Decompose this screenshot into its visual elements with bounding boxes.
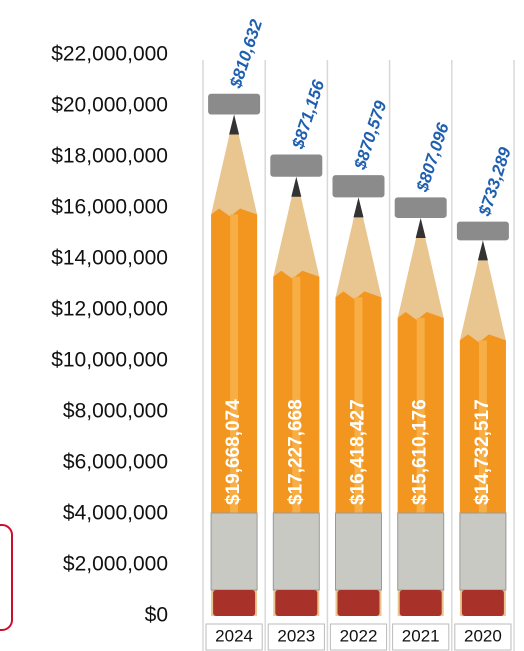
pencil-eraser	[213, 590, 256, 616]
value-label: $17,227,668	[285, 399, 306, 505]
y-tick-label: $8,000,000	[63, 400, 168, 423]
top-label: $807,096	[412, 120, 452, 195]
pencil-ferrule	[335, 512, 382, 591]
pencil-lead	[291, 176, 302, 197]
y-tick-label: $14,000,000	[51, 247, 168, 270]
year-box	[392, 623, 450, 651]
x-tick-label: 2020	[464, 626, 502, 645]
top-label: $733,289	[475, 144, 515, 219]
pencil-stripe	[354, 297, 363, 513]
pencil-lead	[353, 197, 364, 218]
value-label: $16,418,427	[348, 399, 369, 505]
pencil-eraser	[337, 590, 380, 616]
pencil-eraser	[399, 590, 442, 616]
y-tick-label: $0	[145, 604, 168, 627]
pencil-ferrule	[272, 512, 320, 591]
pencil-ferrule	[210, 512, 258, 591]
x-tick-label: 2024	[215, 626, 253, 645]
value-label: $19,668,074	[223, 399, 244, 505]
scribble	[456, 221, 509, 241]
top-label: $871,156	[288, 77, 328, 152]
pencil-ferrule	[459, 512, 507, 591]
pencil-lead	[477, 240, 488, 261]
y-tick-label: $20,000,000	[51, 94, 168, 117]
pencil-stripe	[230, 214, 239, 513]
value-label: $14,732,517	[472, 399, 493, 505]
y-tick-label: $22,000,000	[51, 43, 168, 66]
y-tick-label: $6,000,000	[63, 451, 168, 474]
pencil-stripe	[292, 276, 301, 513]
pencil-eraser	[461, 590, 504, 616]
year-box	[454, 623, 512, 651]
top-label: $810,632	[226, 17, 266, 92]
y-tick-label: $12,000,000	[51, 298, 168, 321]
pencil-lead	[415, 217, 426, 238]
pencil-lead	[229, 114, 240, 135]
frame-decoration	[0, 524, 13, 631]
x-tick-label: 2023	[277, 626, 315, 645]
x-tick-label: 2021	[402, 626, 440, 645]
y-tick-label: $10,000,000	[51, 349, 168, 372]
year-box	[205, 623, 263, 651]
y-tick-label: $16,000,000	[51, 196, 168, 219]
scribble	[208, 93, 261, 115]
value-label: $15,610,176	[410, 399, 431, 505]
pencil-stripe	[416, 317, 425, 513]
scribble	[270, 154, 323, 177]
y-tick-label: $4,000,000	[63, 502, 168, 525]
year-box	[267, 623, 325, 651]
pencil-eraser	[275, 590, 318, 616]
pencil-stripe	[478, 340, 487, 513]
scribble	[394, 197, 447, 218]
top-label: $870,579	[350, 98, 390, 173]
scribble	[332, 175, 385, 198]
x-tick-label: 2022	[340, 626, 378, 645]
y-tick-label: $18,000,000	[51, 145, 168, 168]
y-tick-label: $2,000,000	[63, 553, 168, 576]
pencil-ferrule	[397, 512, 445, 591]
year-box	[329, 623, 388, 651]
